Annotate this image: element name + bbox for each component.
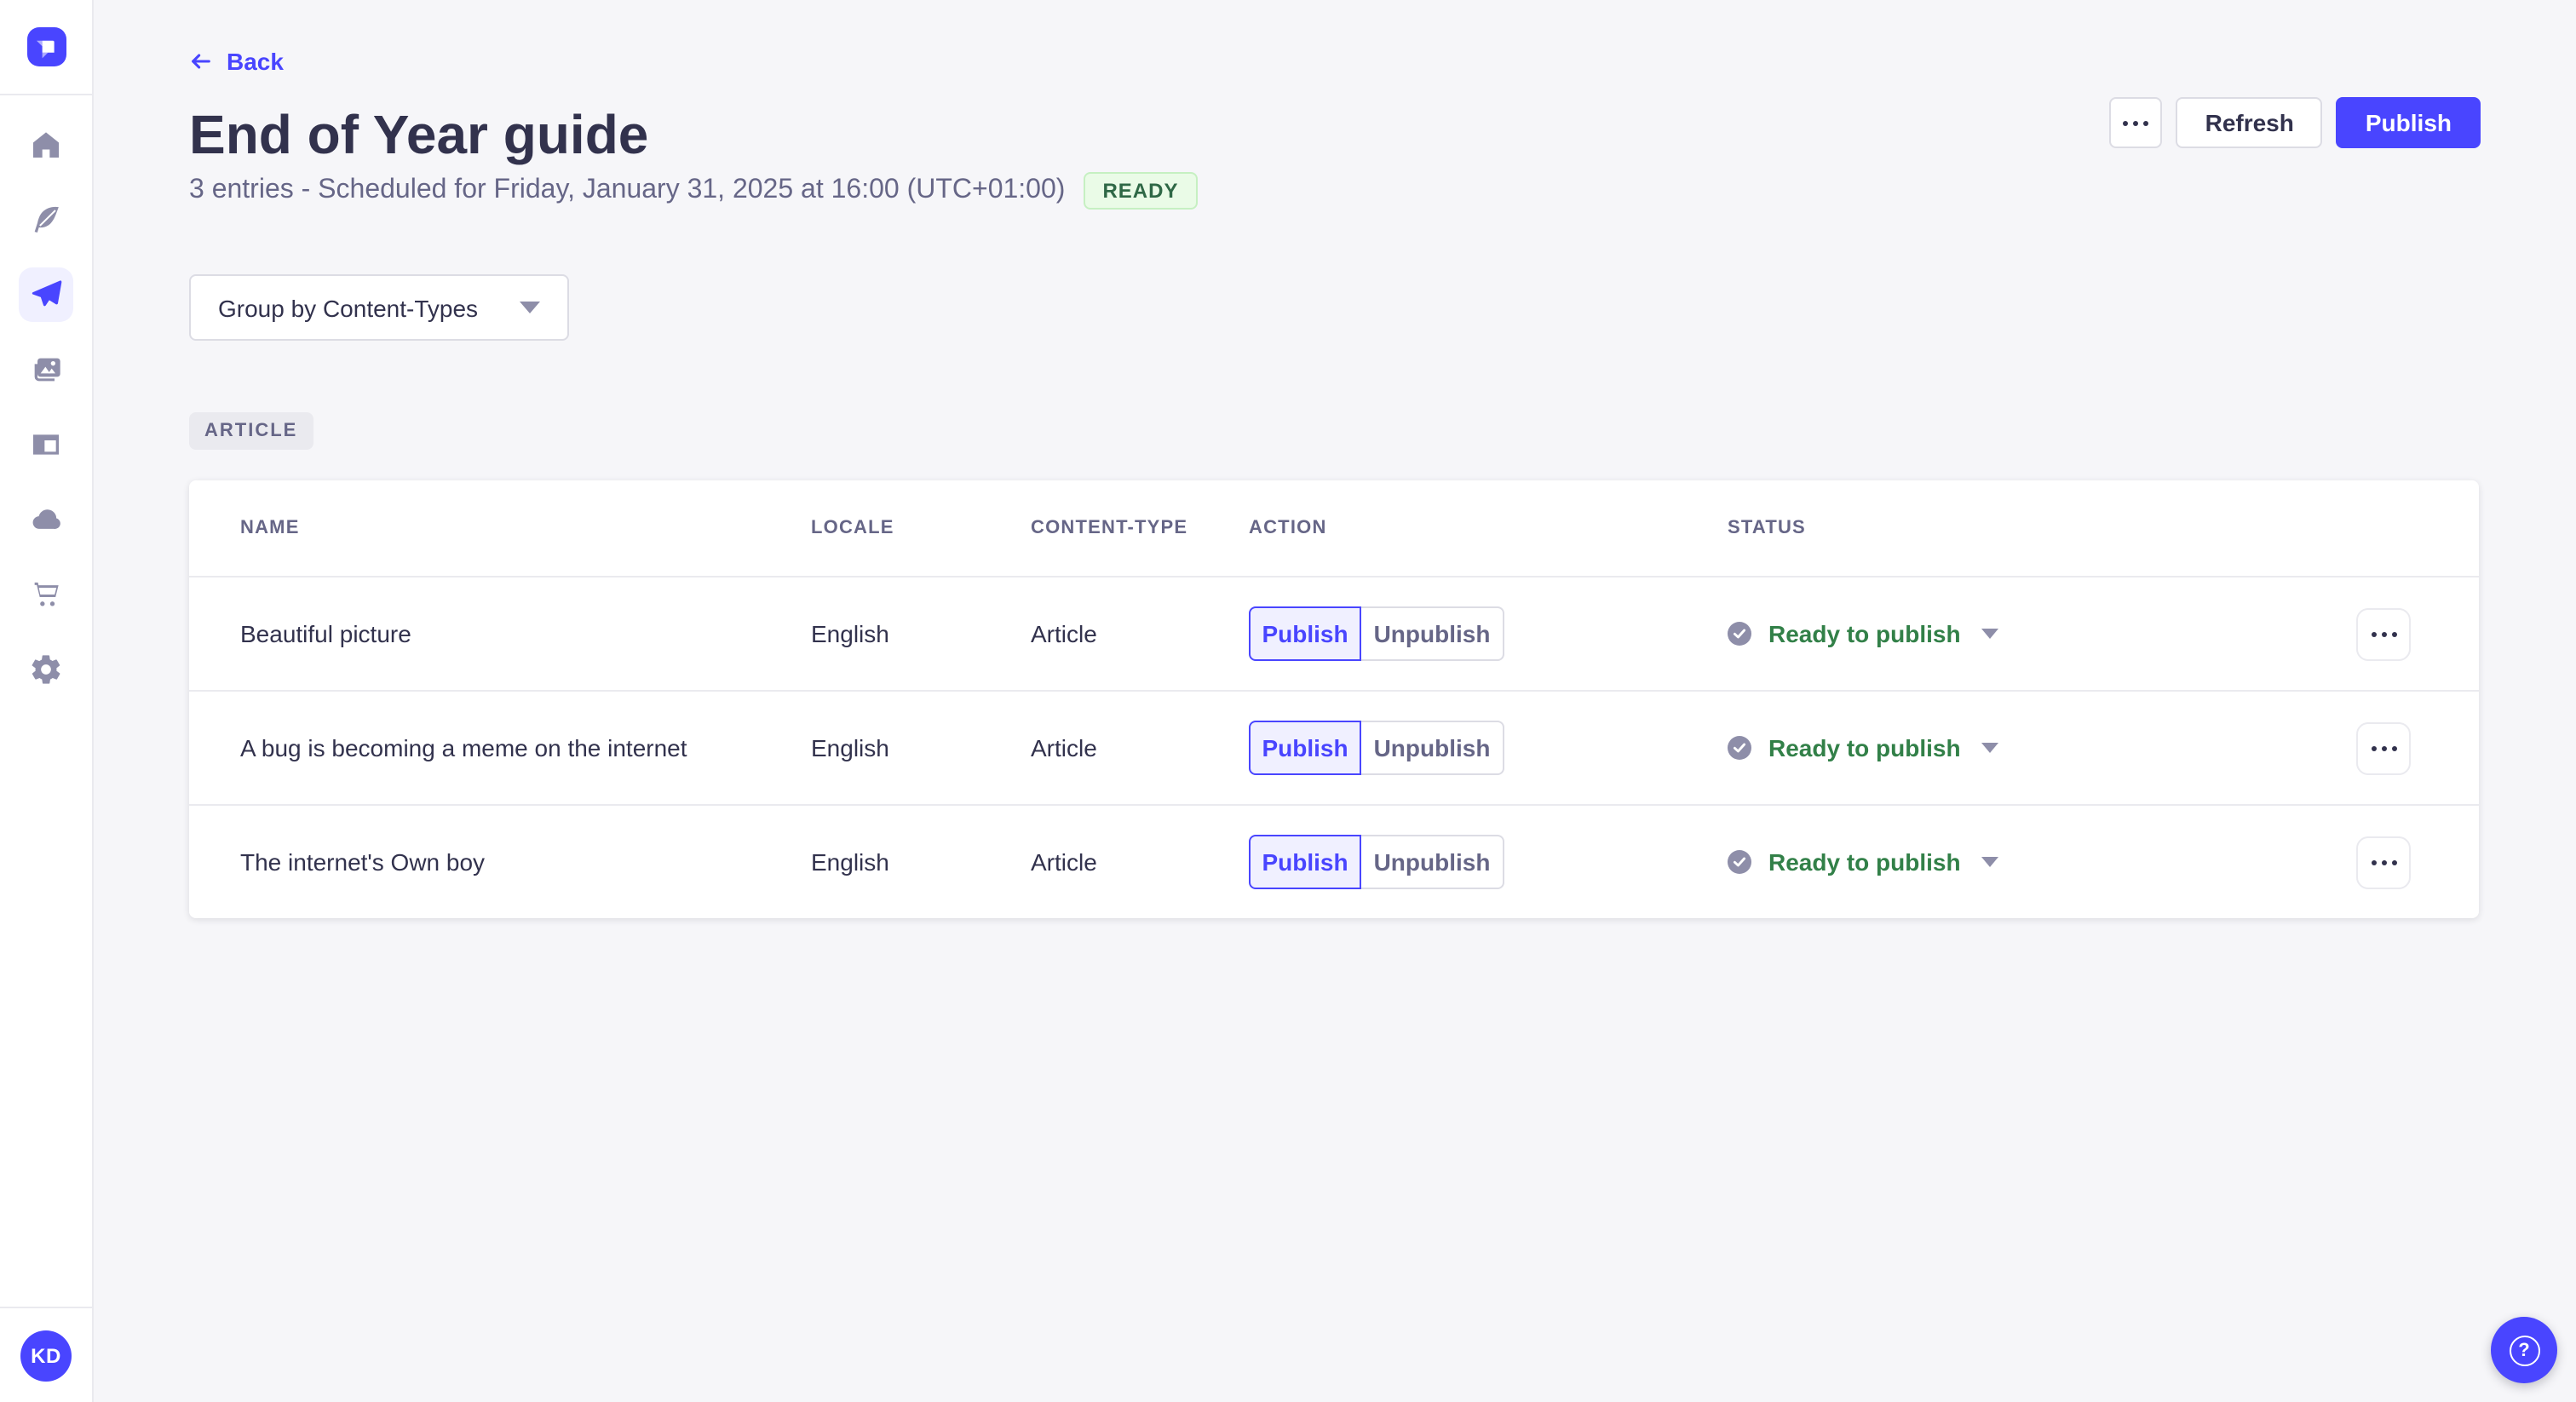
toolbar: Group by Content-Types bbox=[189, 274, 2481, 341]
entry-locale: English bbox=[811, 620, 889, 647]
help-icon: ? bbox=[2509, 1335, 2539, 1365]
sidebar: KD bbox=[0, 0, 94, 1402]
row-unpublish-button[interactable]: Unpublish bbox=[1361, 606, 1504, 661]
main-content: Back End of Year guide 3 entries - Sched… bbox=[94, 0, 2576, 1402]
action-segmented-control: Publish Unpublish bbox=[1249, 606, 1693, 661]
sidebar-item-content-type-builder[interactable] bbox=[19, 417, 73, 472]
page-subtitle: 3 entries - Scheduled for Friday, Januar… bbox=[189, 175, 1066, 204]
entry-content-type: Article bbox=[1031, 734, 1097, 761]
entries-table: NAME LOCALE CONTENT-TYPE ACTION STATUS B… bbox=[189, 480, 2479, 918]
gear-icon bbox=[32, 655, 60, 684]
help-button[interactable]: ? bbox=[2491, 1317, 2557, 1383]
entry-locale: English bbox=[811, 734, 889, 761]
ellipsis-icon bbox=[2371, 745, 2396, 750]
sidebar-item-releases[interactable] bbox=[19, 267, 73, 322]
entry-content-type: Article bbox=[1031, 848, 1097, 876]
row-publish-button[interactable]: Publish bbox=[1249, 835, 1361, 889]
sidebar-item-content-manager[interactable] bbox=[19, 192, 73, 247]
group-by-label: Group by Content-Types bbox=[218, 294, 479, 321]
back-link[interactable]: Back bbox=[189, 48, 284, 75]
home-icon bbox=[33, 132, 59, 158]
logo-area bbox=[0, 0, 92, 95]
user-avatar[interactable]: KD bbox=[20, 1330, 72, 1381]
column-header-name: NAME bbox=[240, 518, 300, 538]
arrow-left-icon bbox=[192, 54, 210, 69]
chevron-down-icon bbox=[1981, 629, 1998, 639]
row-publish-button[interactable]: Publish bbox=[1249, 606, 1361, 661]
row-more-button[interactable] bbox=[2356, 721, 2411, 774]
entry-name: A bug is becoming a meme on the internet bbox=[240, 734, 687, 761]
back-label: Back bbox=[227, 48, 284, 75]
row-more-button[interactable] bbox=[2356, 607, 2411, 660]
paper-plane-icon bbox=[32, 280, 62, 307]
header-more-button[interactable] bbox=[2109, 97, 2163, 148]
ellipsis-icon bbox=[2123, 120, 2149, 125]
entry-locale: English bbox=[811, 848, 889, 876]
status-badge: READY bbox=[1084, 172, 1198, 210]
row-more-button[interactable] bbox=[2356, 836, 2411, 888]
column-header-status: STATUS bbox=[1728, 518, 1806, 538]
sidebar-item-cloud[interactable] bbox=[19, 492, 73, 547]
column-header-locale: LOCALE bbox=[811, 518, 894, 538]
row-unpublish-button[interactable]: Unpublish bbox=[1361, 721, 1504, 775]
entry-name: Beautiful picture bbox=[240, 620, 411, 647]
header-left: End of Year guide 3 entries - Scheduled … bbox=[189, 104, 1198, 211]
entry-status-label: Ready to publish bbox=[1768, 848, 1961, 876]
entry-status-label: Ready to publish bbox=[1768, 620, 1961, 647]
sidebar-footer: KD bbox=[0, 1307, 92, 1402]
action-segmented-control: Publish Unpublish bbox=[1249, 721, 1693, 775]
feather-icon bbox=[34, 206, 59, 233]
check-circle-icon bbox=[1728, 736, 1751, 760]
sidebar-item-marketplace[interactable] bbox=[19, 567, 73, 622]
ellipsis-icon bbox=[2371, 631, 2396, 636]
row-unpublish-button[interactable]: Unpublish bbox=[1361, 835, 1504, 889]
publish-button[interactable]: Publish bbox=[2336, 97, 2481, 148]
group-by-dropdown[interactable]: Group by Content-Types bbox=[189, 274, 569, 341]
header-actions: Refresh Publish bbox=[2109, 97, 2481, 148]
entry-name: The internet's Own boy bbox=[240, 848, 486, 876]
media-library-icon bbox=[34, 358, 60, 382]
entry-status[interactable]: Ready to publish bbox=[1728, 734, 2356, 761]
table-row: Beautiful picture English Article Publis… bbox=[189, 576, 2479, 690]
sidebar-nav bbox=[0, 95, 92, 1307]
entry-status[interactable]: Ready to publish bbox=[1728, 848, 2356, 876]
sidebar-item-settings[interactable] bbox=[19, 642, 73, 697]
refresh-button[interactable]: Refresh bbox=[2176, 97, 2323, 148]
row-publish-button[interactable]: Publish bbox=[1249, 721, 1361, 775]
content-type-group-badge: ARTICLE bbox=[189, 412, 313, 450]
cloud-icon bbox=[32, 509, 60, 529]
subtitle-row: 3 entries - Scheduled for Friday, Januar… bbox=[189, 170, 1198, 211]
chevron-down-icon bbox=[1981, 857, 1998, 867]
column-header-content-type: CONTENT-TYPE bbox=[1031, 518, 1188, 538]
chevron-down-icon bbox=[1981, 743, 1998, 753]
back-row: Back bbox=[189, 0, 2481, 82]
sidebar-item-media-library[interactable] bbox=[19, 342, 73, 397]
entry-status[interactable]: Ready to publish bbox=[1728, 620, 2356, 647]
column-header-action: ACTION bbox=[1249, 518, 1327, 538]
entry-status-label: Ready to publish bbox=[1768, 734, 1961, 761]
entry-content-type: Article bbox=[1031, 620, 1097, 647]
check-circle-icon bbox=[1728, 850, 1751, 874]
page-title: End of Year guide bbox=[189, 104, 649, 165]
strapi-logo[interactable] bbox=[26, 27, 66, 66]
table-row: A bug is becoming a meme on the internet… bbox=[189, 690, 2479, 804]
ellipsis-icon bbox=[2371, 859, 2396, 865]
chevron-down-icon bbox=[519, 302, 540, 313]
table-row: The internet's Own boy English Article P… bbox=[189, 804, 2479, 918]
layout-icon bbox=[33, 434, 59, 455]
action-segmented-control: Publish Unpublish bbox=[1249, 835, 1693, 889]
page-header: End of Year guide 3 entries - Scheduled … bbox=[189, 97, 2481, 211]
cart-icon bbox=[34, 582, 59, 606]
table-header-row: NAME LOCALE CONTENT-TYPE ACTION STATUS bbox=[189, 480, 2479, 576]
check-circle-icon bbox=[1728, 622, 1751, 646]
sidebar-item-home[interactable] bbox=[19, 118, 73, 172]
